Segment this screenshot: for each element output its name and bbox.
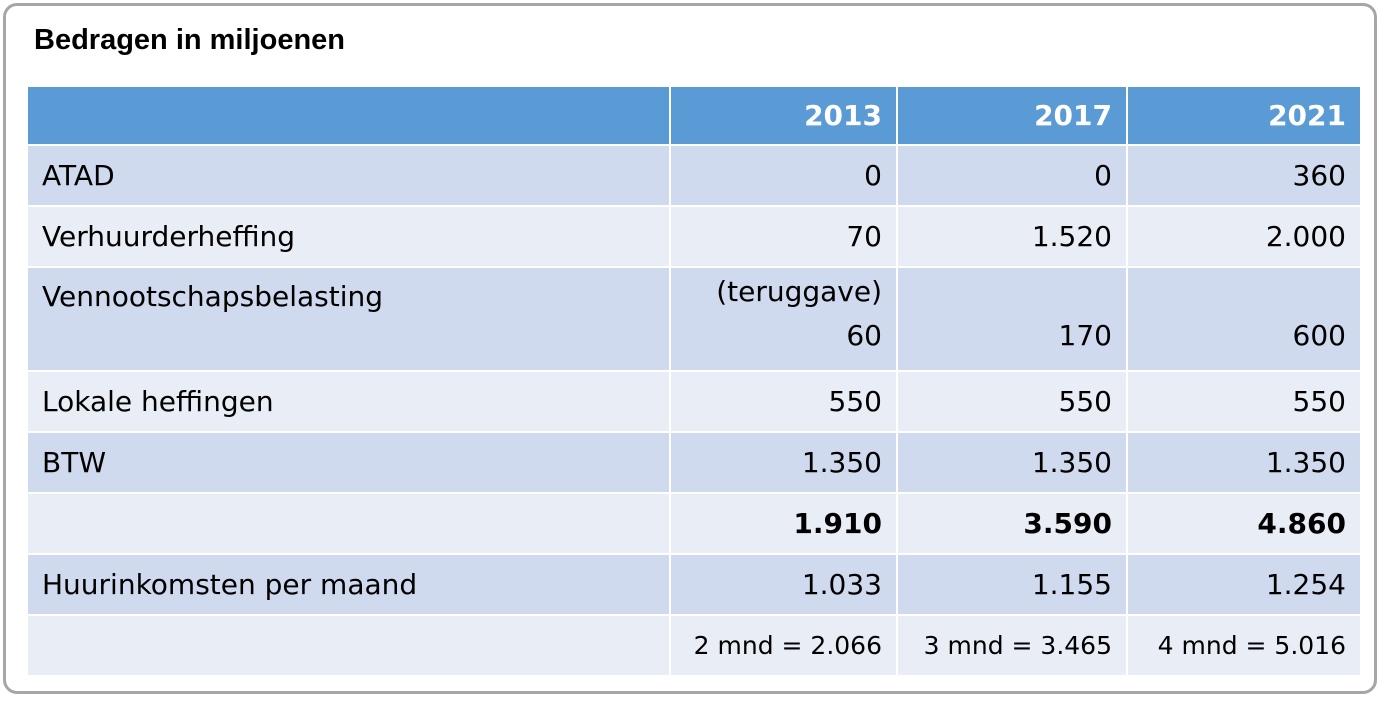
row-label: Vennootschapsbelasting — [26, 266, 671, 372]
header-year-2013: 2013 — [669, 85, 898, 146]
table-row: Lokale heffingen 550 550 550 — [26, 370, 1362, 433]
value-2013-cell: (teruggave) 60 — [669, 266, 898, 372]
amounts-table: 2013 2017 2021 ATAD 0 0 360 Verhuurderhe… — [26, 85, 1362, 677]
row-label: BTW — [26, 431, 671, 494]
value-2021: 1.254 — [1126, 553, 1362, 616]
table-row: Verhuurderheffing 70 1.520 2.000 — [26, 205, 1362, 268]
value-2021: 550 — [1126, 370, 1362, 433]
value-2017: 550 — [896, 370, 1128, 433]
value-2021: 2.000 — [1126, 205, 1362, 268]
row-label: Verhuurderheffing — [26, 205, 671, 268]
row-label: Lokale heffingen — [26, 370, 671, 433]
row-label: Huurinkomsten per maand — [26, 553, 671, 616]
header-year-2021: 2021 — [1126, 85, 1362, 146]
value-2017: 1.350 — [896, 431, 1128, 494]
total-row: 1.910 3.590 4.860 — [26, 492, 1362, 555]
header-label-cell — [26, 85, 671, 146]
row-label: ATAD — [26, 144, 671, 207]
table-row: ATAD 0 0 360 — [26, 144, 1362, 207]
months-2021: 4 mnd = 5.016 — [1126, 614, 1362, 677]
refund-note: (teruggave) — [716, 275, 882, 308]
value-2017: 1.520 — [896, 205, 1128, 268]
total-2013: 1.910 — [669, 492, 898, 555]
value-2013: 1.033 — [669, 553, 898, 616]
value-2017: 170 — [896, 266, 1128, 372]
table-row: Vennootschapsbelasting (teruggave) 60 17… — [26, 266, 1362, 372]
row-label — [26, 492, 671, 555]
value-2013: 70 — [669, 205, 898, 268]
header-row: 2013 2017 2021 — [26, 85, 1362, 146]
months-row: 2 mnd = 2.066 3 mnd = 3.465 4 mnd = 5.01… — [26, 614, 1362, 677]
value-2013: 550 — [669, 370, 898, 433]
value-2021: 600 — [1126, 266, 1362, 372]
value-2013: 1.350 — [669, 431, 898, 494]
value-2013: 60 — [846, 319, 882, 352]
value-2013: 0 — [669, 144, 898, 207]
value-2021: 360 — [1126, 144, 1362, 207]
table-row: Huurinkomsten per maand 1.033 1.155 1.25… — [26, 553, 1362, 616]
months-2017: 3 mnd = 3.465 — [896, 614, 1128, 677]
table-row: BTW 1.350 1.350 1.350 — [26, 431, 1362, 494]
table-caption: Bedragen in miljoenen — [34, 24, 345, 56]
months-2013: 2 mnd = 2.066 — [669, 614, 898, 677]
value-2017: 0 — [896, 144, 1128, 207]
row-label — [26, 614, 671, 677]
total-2017: 3.590 — [896, 492, 1128, 555]
total-2021: 4.860 — [1126, 492, 1362, 555]
header-year-2017: 2017 — [896, 85, 1128, 146]
value-2017: 1.155 — [896, 553, 1128, 616]
value-2021: 1.350 — [1126, 431, 1362, 494]
